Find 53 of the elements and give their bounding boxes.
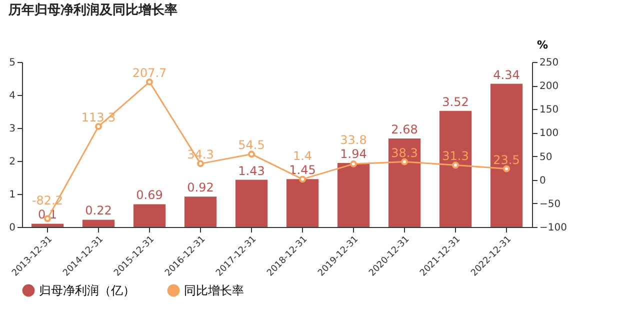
- y2-tick-label: 250: [540, 58, 559, 68]
- y2-tick-label: 200: [540, 81, 559, 92]
- point: [350, 160, 357, 168]
- data-label: 0.22: [85, 204, 112, 218]
- bar: [490, 84, 523, 227]
- bar: [439, 110, 472, 227]
- data-label: 0.69: [136, 188, 163, 202]
- point: [95, 122, 102, 130]
- y-tick-label: 3: [9, 124, 16, 134]
- bar: [388, 138, 421, 227]
- bar: [184, 196, 217, 227]
- y2-tick-label: 150: [540, 104, 559, 116]
- y2-tick-label: 100: [540, 128, 559, 140]
- bar: [133, 204, 166, 227]
- data-label: 207.7: [132, 66, 167, 80]
- data-label: 1.43: [238, 164, 265, 178]
- data-label: 0.92: [187, 180, 214, 195]
- point: [197, 160, 204, 168]
- legend-label: 同比增长率: [184, 284, 244, 298]
- point: [452, 162, 459, 169]
- bar: [31, 224, 64, 227]
- chart-title: 历年归母净利润及同比增长率: [8, 2, 178, 18]
- data-label: 2.68: [391, 122, 418, 137]
- point: [146, 78, 153, 86]
- y-tick-label: 5: [9, 58, 16, 68]
- y2-tick-label: −50: [540, 198, 561, 210]
- bar: [82, 220, 115, 227]
- y-tick-label: 2: [9, 156, 16, 168]
- point: [503, 165, 510, 172]
- y2-tick-label: 0: [540, 175, 546, 186]
- data-label: 1.94: [340, 146, 367, 161]
- data-label: 4.34: [493, 68, 520, 82]
- data-label: 23.5: [493, 152, 520, 167]
- bar: [235, 180, 268, 227]
- bar: [337, 162, 370, 227]
- y2-axis-title: %: [536, 38, 548, 52]
- y2-tick-label: −100: [540, 222, 567, 234]
- data-label: 33.8: [340, 132, 367, 147]
- y-tick-label: 1: [9, 190, 16, 200]
- point: [248, 150, 255, 158]
- data-label: 54.5: [238, 138, 265, 152]
- y-tick-label: 0: [9, 222, 16, 234]
- data-label: 3.52: [442, 94, 469, 109]
- bar: [286, 179, 319, 227]
- data-label: 1.4: [292, 149, 312, 164]
- point: [299, 176, 306, 183]
- legend-label: 归母净利润（亿）: [39, 284, 135, 298]
- y-tick-label: 4: [9, 90, 16, 102]
- point: [401, 158, 408, 166]
- data-label: 1.45: [289, 163, 316, 178]
- data-label: 38.3: [391, 146, 418, 160]
- data-label: 31.3: [442, 149, 469, 164]
- y2-tick-label: 50: [540, 152, 552, 163]
